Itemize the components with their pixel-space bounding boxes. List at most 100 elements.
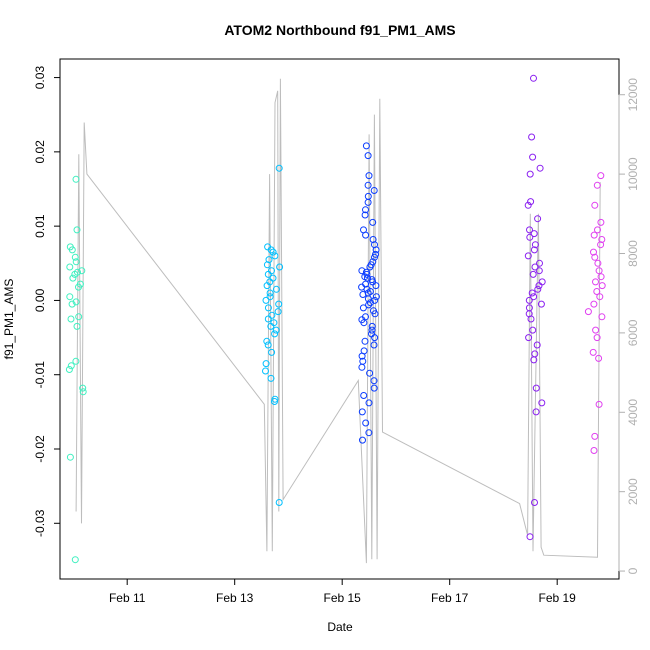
data-point	[536, 259, 543, 267]
data-point	[526, 233, 534, 241]
data-point	[369, 218, 377, 226]
data-point	[271, 398, 278, 405]
data-point	[368, 326, 376, 334]
data-point	[590, 447, 598, 454]
data-point	[366, 369, 374, 377]
data-point	[275, 300, 283, 308]
x-tick-label: Feb 11	[109, 591, 146, 605]
data-point	[530, 246, 538, 254]
data-point	[597, 273, 605, 281]
data-point	[532, 408, 540, 416]
data-point	[359, 291, 367, 298]
data-point	[590, 300, 598, 308]
y-tick-label: 0.01	[33, 214, 47, 238]
x-tick-label: Feb 13	[216, 591, 254, 605]
data-point	[528, 289, 536, 297]
data-point	[530, 74, 537, 82]
data-point	[268, 348, 276, 356]
data-point	[271, 252, 279, 260]
data-point	[364, 152, 372, 160]
data-point	[531, 499, 538, 506]
y2-tick-label: 12000	[626, 78, 640, 112]
data-point	[67, 315, 75, 323]
y-axis: -0.03 -0.02 -0.01 0.00 0.01 0.02 0.03	[33, 66, 61, 537]
data-point	[527, 315, 535, 323]
data-point	[262, 296, 270, 304]
data-point	[71, 270, 79, 278]
data-point	[262, 367, 269, 375]
data-point	[269, 248, 277, 256]
data-point	[79, 384, 87, 392]
data-point	[370, 384, 378, 392]
data-point	[68, 300, 76, 308]
x-axis-label: Date	[327, 620, 353, 634]
data-point	[359, 436, 366, 444]
data-point	[538, 399, 546, 407]
y-tick-label: 0.02	[33, 140, 47, 164]
data-point	[589, 348, 597, 356]
data-point	[358, 408, 366, 416]
data-point	[537, 300, 545, 308]
data-point	[591, 253, 599, 261]
data-point	[370, 377, 378, 385]
x-tick-label: Feb 17	[431, 591, 469, 605]
data-point	[598, 313, 606, 321]
data-point	[524, 252, 532, 260]
data-point	[271, 330, 279, 338]
data-point	[590, 231, 598, 239]
data-point	[366, 263, 374, 271]
data-point	[362, 419, 370, 427]
data-point	[361, 337, 369, 345]
data-point	[264, 315, 272, 323]
data-point	[371, 253, 378, 261]
y2-tick-label: 6000	[626, 319, 640, 346]
data-point	[71, 253, 79, 261]
data-point	[67, 362, 75, 370]
data-point	[73, 226, 81, 234]
data-point	[597, 218, 605, 226]
data-point	[536, 164, 544, 172]
data-point	[593, 288, 601, 295]
data-point	[527, 198, 535, 206]
data-point	[272, 285, 280, 293]
data-point	[365, 429, 373, 437]
secondary-line-series	[75, 78, 601, 564]
data-point	[73, 322, 81, 330]
data-point	[591, 432, 599, 440]
data-point	[531, 350, 539, 358]
data-point	[75, 313, 83, 321]
data-point	[525, 334, 533, 342]
data-point	[263, 261, 271, 269]
y2-axis: 0 2000 4000 6000 8000 10000 12000	[618, 78, 640, 574]
data-point	[365, 301, 373, 309]
y-tick-label: -0.03	[33, 509, 47, 537]
data-point	[362, 206, 369, 214]
data-point	[69, 274, 77, 282]
data-point	[264, 341, 272, 349]
data-point	[370, 187, 378, 194]
data-point	[264, 304, 272, 312]
data-point	[534, 285, 542, 293]
data-point	[274, 308, 282, 316]
data-point	[267, 374, 275, 382]
data-point	[372, 246, 380, 254]
y2-tick-label: 2000	[626, 478, 640, 505]
data-point	[364, 198, 372, 206]
data-point	[358, 363, 366, 371]
data-point	[267, 246, 275, 254]
data-point	[362, 142, 370, 150]
data-point	[595, 267, 603, 275]
data-point	[72, 258, 80, 266]
data-point	[263, 282, 271, 290]
data-point	[72, 175, 80, 183]
x-axis: Feb 11 Feb 13 Feb 15 Feb 17 Feb 19	[109, 578, 577, 605]
data-point	[533, 341, 541, 349]
data-point	[267, 322, 275, 330]
data-point	[595, 354, 603, 362]
x-tick-label: Feb 19	[539, 591, 577, 605]
data-point	[269, 274, 277, 282]
data-point	[530, 293, 538, 301]
data-point	[79, 388, 87, 396]
plot-area	[59, 58, 620, 580]
